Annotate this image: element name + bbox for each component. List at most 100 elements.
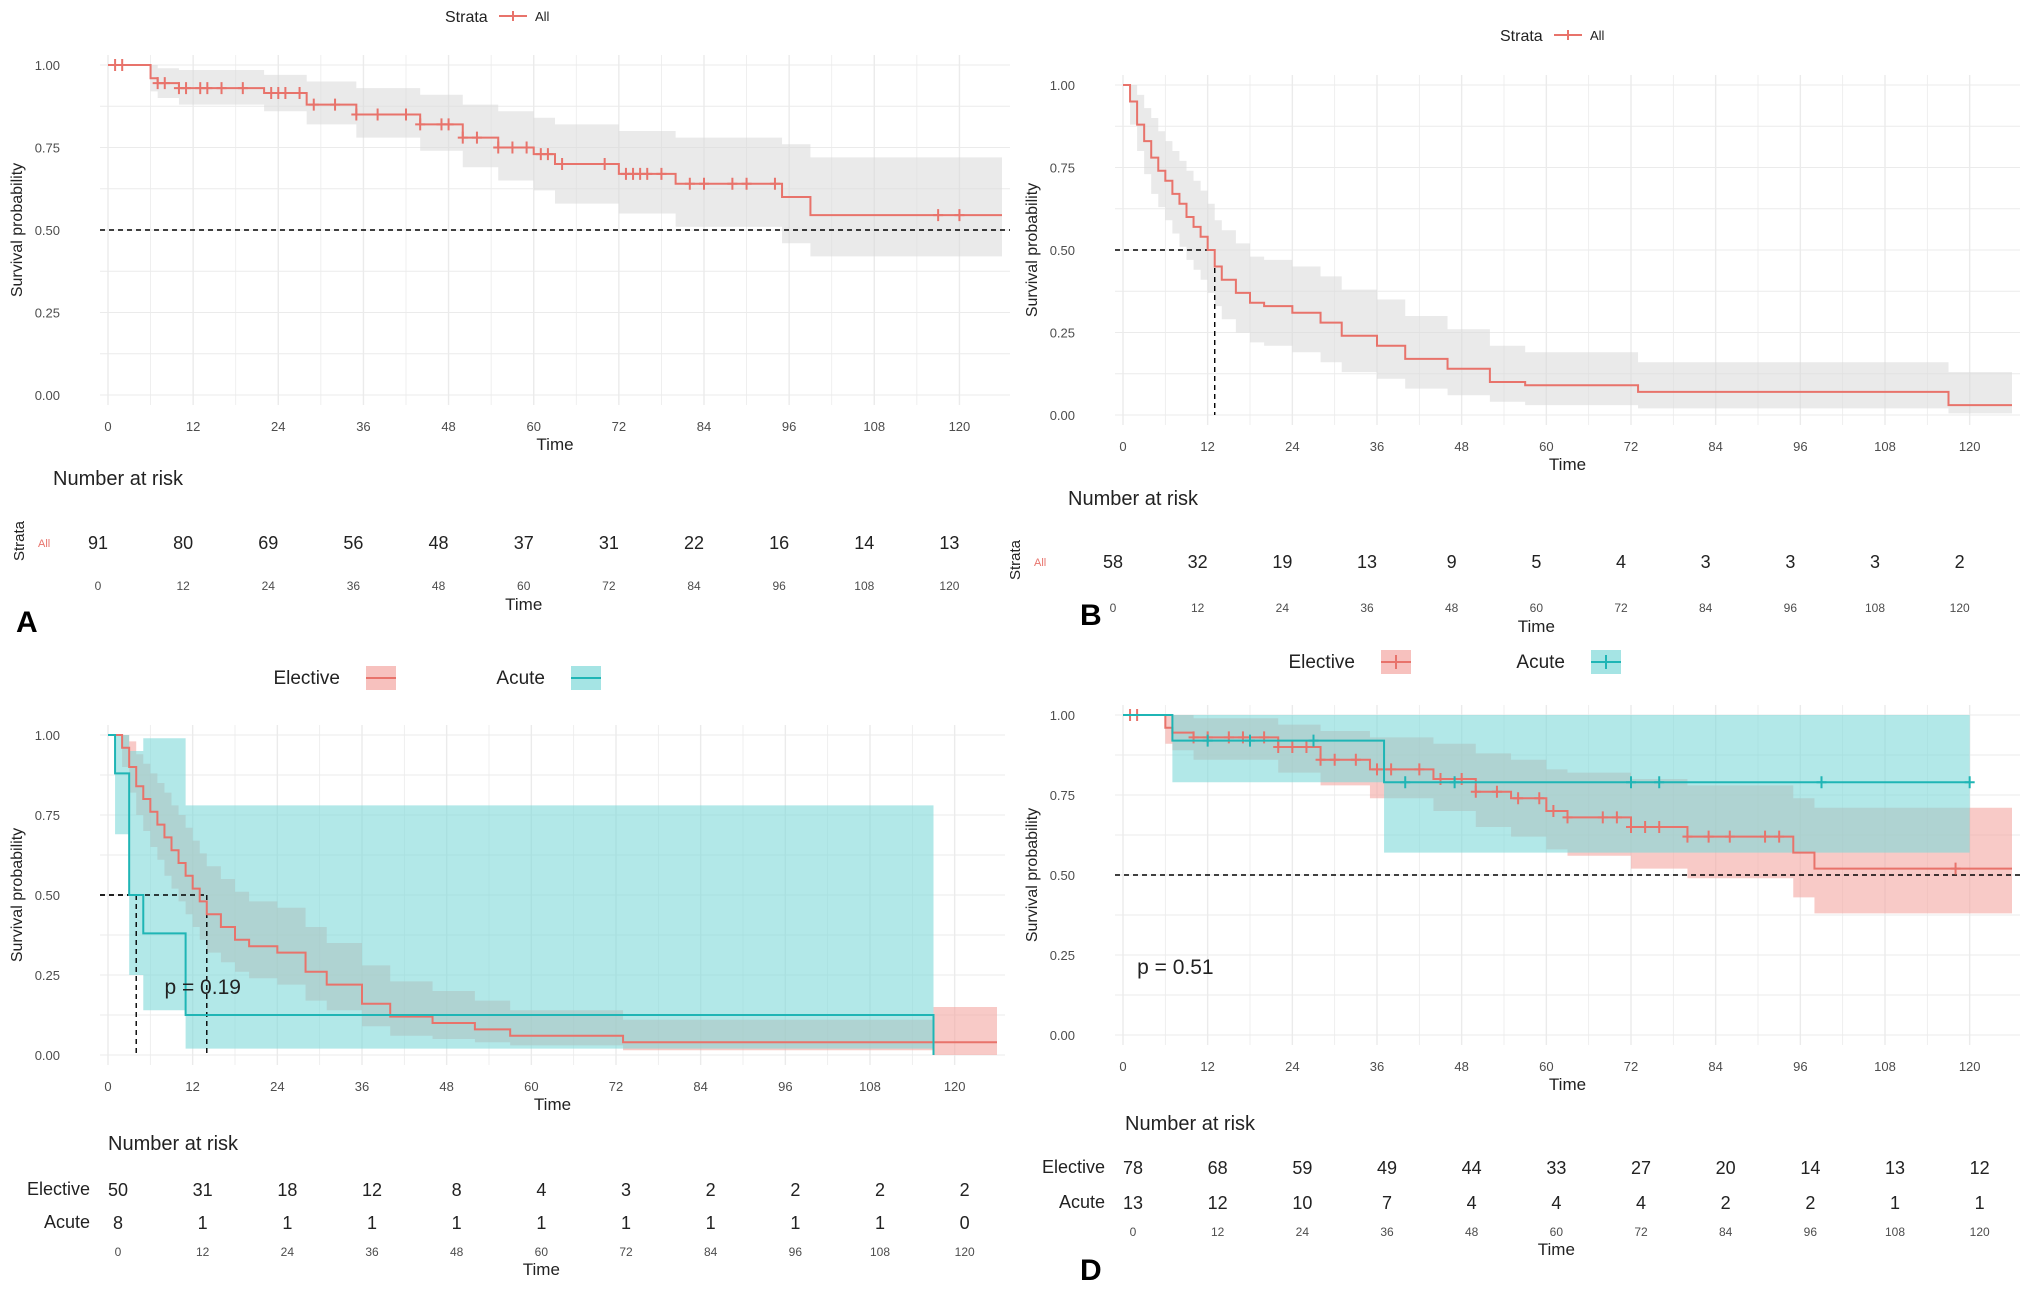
risk-table-tick-label: 84 xyxy=(687,579,701,593)
risk-table-cell: 2 xyxy=(960,1180,970,1200)
censor-mark xyxy=(457,131,468,144)
censor-mark xyxy=(1626,821,1636,833)
confidence-band-acute xyxy=(1123,715,1970,853)
risk-table-tick-label: 72 xyxy=(1614,601,1628,615)
censor-mark xyxy=(1654,821,1665,833)
risk-table-cell: 78 xyxy=(1123,1158,1143,1178)
risk-table-cell: 2 xyxy=(875,1180,885,1200)
risk-table-cell: 1 xyxy=(198,1213,208,1233)
censor-mark xyxy=(1534,792,1545,805)
x-tick-label: 48 xyxy=(439,1079,453,1094)
risk-table-tick-label: 36 xyxy=(1380,1225,1394,1239)
risk-table-cell: 1 xyxy=(452,1213,462,1233)
risk-table-cell: 20 xyxy=(1716,1158,1736,1178)
risk-table-tick-label: 12 xyxy=(176,579,190,593)
risk-table-tick-label: 120 xyxy=(955,1245,975,1259)
x-tick-label: 108 xyxy=(1874,1059,1896,1074)
risk-table-row-label: Elective xyxy=(1042,1157,1105,1177)
risk-table-x-label: Time xyxy=(505,595,542,614)
risk-table-tick-label: 12 xyxy=(1211,1225,1225,1239)
risk-table-cell: 0 xyxy=(960,1213,970,1233)
x-tick-label: 24 xyxy=(270,1079,284,1094)
censor-mark xyxy=(1470,785,1481,798)
risk-table-tick-label: 24 xyxy=(262,579,276,593)
censor-mark xyxy=(642,167,653,180)
risk-table-cell: 31 xyxy=(599,533,619,553)
risk-table-cell: 2 xyxy=(790,1180,800,1200)
panel-B: 0.000.250.500.751.000 12 24 36 48 60 72 84 96 108… xyxy=(1007,28,2020,636)
censor-mark xyxy=(237,82,248,95)
risk-table-tick-label: 96 xyxy=(789,1245,803,1259)
censor-mark xyxy=(1350,753,1361,766)
censor-mark xyxy=(181,82,192,95)
censor-mark xyxy=(308,98,319,111)
y-tick-label: 0.50 xyxy=(1050,243,1075,258)
y-tick-label: 0.00 xyxy=(35,1048,60,1063)
x-tick-label: 36 xyxy=(356,419,370,434)
risk-table-cell: 13 xyxy=(1123,1193,1143,1213)
risk-table-tick-label: 96 xyxy=(772,579,786,593)
risk-table-cell: 3 xyxy=(1870,552,1880,572)
risk-table-cell: 8 xyxy=(452,1180,462,1200)
risk-table-tick-label: 48 xyxy=(450,1245,464,1259)
x-tick-label: 24 xyxy=(1285,1059,1299,1074)
x-tick-label: 120 xyxy=(1959,439,1981,454)
risk-table-tick-label: 60 xyxy=(535,1245,549,1259)
risk-table-cell: 44 xyxy=(1462,1158,1482,1178)
x-tick-label: 12 xyxy=(186,419,200,434)
censor-mark xyxy=(1816,776,1827,789)
risk-table-tick-label: 48 xyxy=(432,579,446,593)
censor-mark xyxy=(741,177,752,190)
y-axis-label: Survival probability xyxy=(1024,183,1041,317)
x-tick-label: 108 xyxy=(1874,439,1896,454)
censor-mark xyxy=(351,108,362,121)
risk-table-tick-label: 48 xyxy=(1465,1225,1479,1239)
risk-table-cell: 1 xyxy=(1890,1193,1900,1213)
risk-table-cell: 1 xyxy=(790,1213,800,1233)
censor-mark xyxy=(933,209,944,222)
risk-table-cell: 91 xyxy=(88,533,108,553)
x-tick-label: 0 xyxy=(1119,1059,1126,1074)
risk-table-cell: 27 xyxy=(1631,1158,1651,1178)
risk-table-cell: 4 xyxy=(1551,1193,1561,1213)
censor-mark xyxy=(493,141,504,154)
censor-mark xyxy=(521,141,532,154)
y-tick-label: 0.50 xyxy=(35,888,60,903)
risk-table-tick-label: 96 xyxy=(1804,1225,1818,1239)
risk-table-tick-label: 84 xyxy=(1719,1225,1733,1239)
x-tick-label: 36 xyxy=(1370,439,1384,454)
risk-table-cell: 13 xyxy=(939,533,959,553)
risk-table-cell: 56 xyxy=(343,533,363,553)
risk-table-tick-label: 108 xyxy=(1885,1225,1905,1239)
censor-mark xyxy=(1386,763,1397,776)
y-tick-label: 0.50 xyxy=(35,223,60,238)
risk-table-cell: 58 xyxy=(1103,552,1123,572)
risk-table-tick-label: 84 xyxy=(1699,601,1713,615)
risk-table-cell: 12 xyxy=(1970,1158,1990,1178)
risk-table-cell: 4 xyxy=(536,1180,546,1200)
y-tick-label: 1.00 xyxy=(35,58,60,73)
censor-mark xyxy=(202,82,213,95)
risk-table-tick-label: 12 xyxy=(1191,601,1205,615)
risk-table-x-label: Time xyxy=(1538,1240,1575,1259)
censor-mark xyxy=(1329,753,1340,766)
risk-table-cell: 14 xyxy=(854,533,874,553)
risk-table-cell: 7 xyxy=(1382,1193,1392,1213)
risk-table-cell: 33 xyxy=(1546,1158,1566,1178)
risk-table-cell: 9 xyxy=(1447,552,1457,572)
panel-tag: D xyxy=(1080,1254,1102,1287)
censor-mark xyxy=(443,118,454,131)
legend-item-acute: Acute xyxy=(496,668,545,689)
x-tick-label: 60 xyxy=(524,1079,538,1094)
censor-mark xyxy=(769,177,780,190)
survival-curve-all xyxy=(1123,84,2012,407)
legend-title: Strata xyxy=(1500,28,1543,45)
risk-table-cell: 14 xyxy=(1800,1158,1820,1178)
y-tick-label: 0.75 xyxy=(1050,788,1075,803)
censor-mark xyxy=(1774,830,1785,843)
x-tick-label: 72 xyxy=(612,419,626,434)
risk-table-cell: 12 xyxy=(362,1180,382,1200)
risk-table-cell: 13 xyxy=(1357,552,1377,572)
x-tick-label: 12 xyxy=(1200,1059,1214,1074)
x-tick-label: 96 xyxy=(1793,1059,1807,1074)
